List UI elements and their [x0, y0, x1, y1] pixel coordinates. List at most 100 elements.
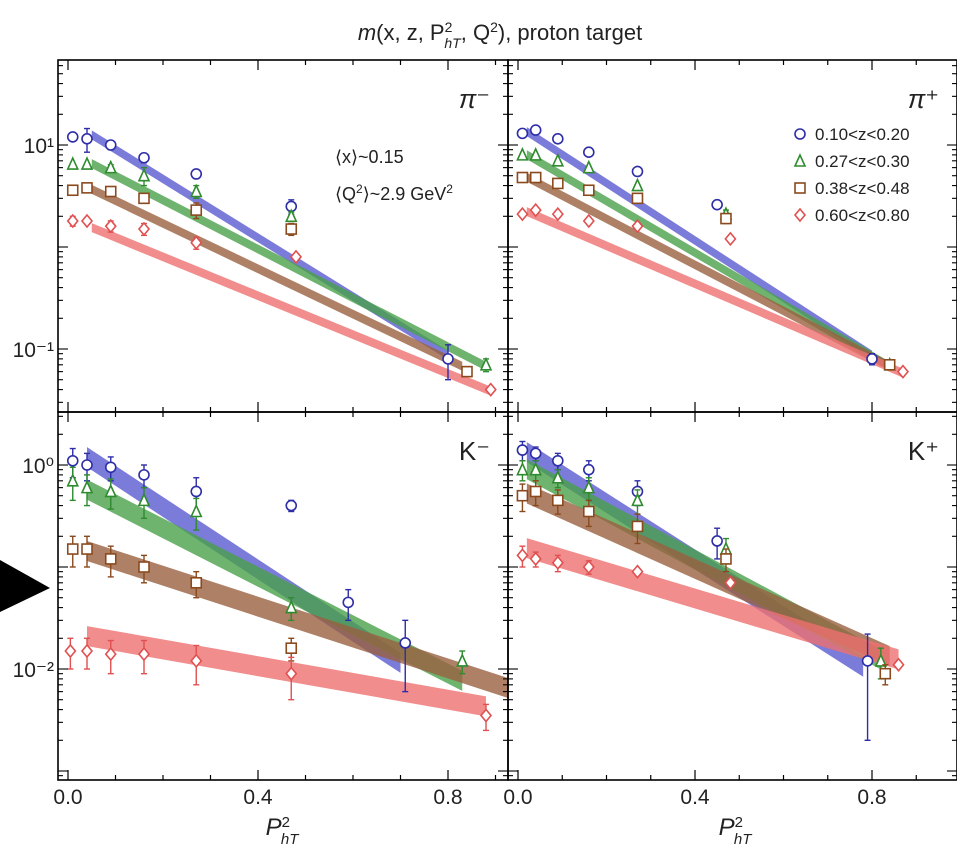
data-point — [582, 559, 595, 575]
data-point — [104, 139, 117, 151]
data-point — [190, 485, 203, 498]
data-point — [104, 159, 117, 174]
data-point — [711, 535, 723, 547]
data-point — [285, 499, 298, 512]
x-tick-label: 0.8 — [433, 786, 462, 809]
data-point — [711, 198, 723, 211]
legend-label: 0.38<z<0.48 — [815, 179, 910, 198]
data-point — [551, 555, 564, 571]
data-point — [137, 167, 151, 182]
data-point — [529, 485, 542, 498]
data-point — [285, 666, 298, 681]
legend-item: 0.60<z<0.80 — [793, 206, 910, 225]
data-point — [720, 553, 732, 565]
data-point — [551, 152, 565, 167]
legend-item: 0.27<z<0.30 — [793, 152, 910, 171]
data-point — [631, 492, 644, 507]
data-point — [285, 599, 298, 614]
data-point — [516, 444, 529, 456]
band-2 — [91, 184, 463, 371]
data-point — [66, 454, 79, 467]
data-point — [285, 642, 298, 654]
data-point — [66, 213, 79, 229]
data-point — [461, 365, 473, 378]
data-point — [104, 218, 117, 234]
data-point — [104, 483, 117, 498]
data-point — [516, 548, 529, 563]
band-3 — [91, 223, 491, 396]
data-point — [582, 505, 595, 518]
data-point — [66, 543, 79, 555]
data-point — [479, 708, 493, 723]
band-1 — [91, 159, 486, 371]
data-point — [552, 454, 564, 467]
panel-label: π⁺ — [908, 84, 939, 114]
data-point — [66, 184, 79, 197]
data-point — [442, 353, 454, 365]
data-point — [529, 551, 542, 567]
y-tick-label: 10⁻² — [13, 659, 54, 682]
data-point — [342, 596, 355, 609]
panel-content — [64, 447, 508, 732]
data-point — [399, 637, 412, 649]
panel-label: K⁻ — [459, 436, 490, 466]
data-point — [582, 479, 596, 494]
data-point — [81, 459, 93, 471]
x-tick-label: 0.4 — [680, 786, 710, 809]
x-tick-label: 0.8 — [857, 786, 886, 809]
data-point — [190, 204, 203, 216]
data-point — [190, 576, 203, 589]
data-point — [551, 206, 564, 222]
data-point — [529, 461, 542, 476]
data-point — [631, 218, 644, 234]
data-point — [66, 156, 79, 170]
legend-label: 0.10<z<0.20 — [815, 125, 910, 144]
data-point — [516, 206, 529, 222]
data-point — [81, 543, 93, 555]
x-tick-label: 0.0 — [53, 786, 82, 809]
data-point — [552, 494, 564, 507]
panel-label: π⁻ — [459, 84, 490, 114]
legend-marker — [794, 182, 806, 194]
data-point — [137, 646, 151, 662]
panel-2: K⁻ 10⁰ 10⁻² 0.0 0.4 0.8 — [13, 411, 509, 809]
panel-content — [66, 127, 497, 397]
panel-content — [516, 124, 910, 379]
data-point — [516, 489, 529, 502]
data-point — [104, 461, 117, 474]
legend-label: 0.27<z<0.30 — [815, 152, 910, 171]
annotation-x-mean: ⟨x⟩~0.15 — [335, 147, 404, 167]
data-point — [879, 667, 892, 680]
data-point — [724, 231, 737, 247]
data-point — [81, 182, 93, 194]
data-point — [80, 156, 94, 170]
data-point — [104, 185, 117, 198]
panel-label: K⁺ — [908, 436, 939, 466]
y-tick-label: 10¹ — [24, 135, 54, 158]
pointer-arrow-icon — [0, 560, 50, 612]
band-3 — [87, 626, 486, 717]
data-point — [66, 131, 79, 143]
data-point — [137, 492, 151, 507]
data-point — [104, 646, 117, 662]
data-point — [479, 356, 493, 371]
data-point — [631, 192, 644, 205]
data-point — [137, 221, 151, 237]
annotation-q2-mean: ⟨Q2⟩~2.9 GeV2 — [335, 182, 453, 204]
data-point — [529, 124, 542, 136]
data-point — [64, 643, 77, 659]
data-point — [529, 447, 542, 460]
data-point — [516, 127, 529, 140]
data-point — [631, 165, 644, 178]
x-tick-label: 0.0 — [503, 786, 532, 809]
data-point — [104, 553, 117, 565]
data-point — [138, 561, 150, 573]
x-axis-title-left: P2 hT — [266, 814, 301, 848]
band-3 — [526, 538, 899, 670]
data-point — [866, 353, 878, 365]
data-point — [552, 133, 564, 145]
data-point — [190, 183, 203, 198]
data-point — [552, 177, 564, 190]
data-point — [285, 208, 298, 223]
